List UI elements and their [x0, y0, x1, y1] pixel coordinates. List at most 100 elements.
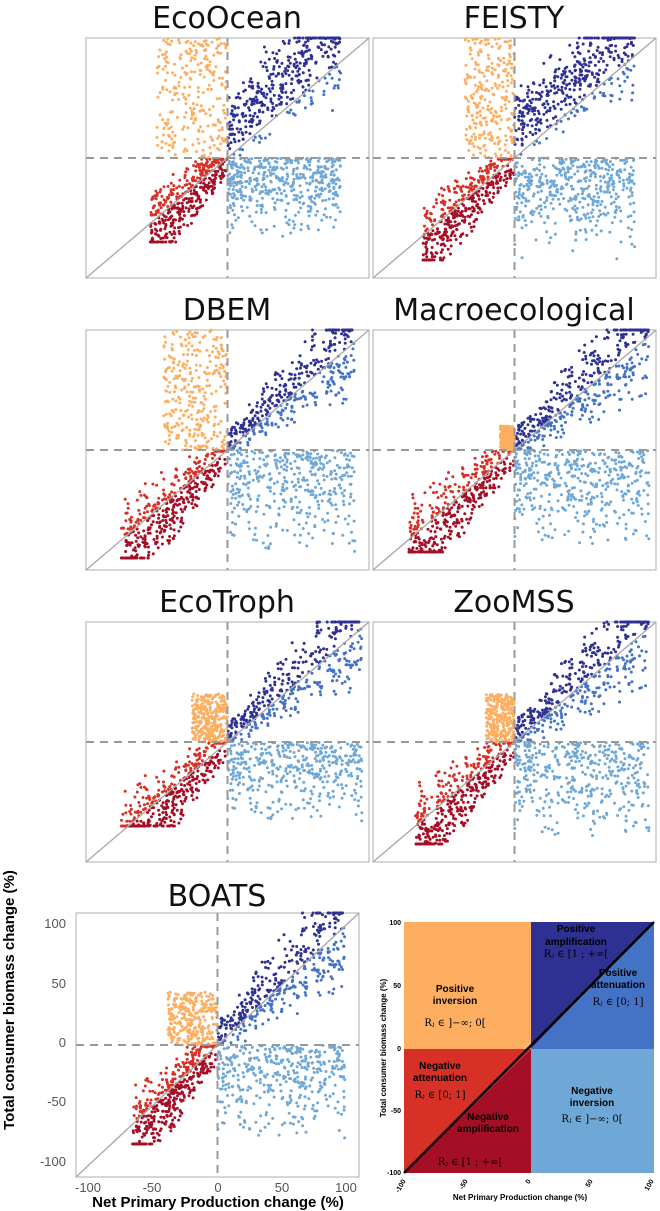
data-point [538, 163, 542, 166]
data-point [516, 174, 520, 178]
data-point [538, 185, 542, 189]
data-point [149, 231, 153, 235]
data-point [504, 149, 507, 152]
data-point [543, 201, 546, 205]
data-point [188, 330, 192, 334]
data-point [194, 160, 198, 164]
data-point [453, 211, 457, 215]
data-point [239, 127, 243, 131]
data-point [327, 36, 331, 40]
data-point [449, 220, 453, 224]
data-point [170, 408, 174, 412]
data-point [549, 201, 553, 205]
data-point [504, 95, 508, 99]
data-point [155, 540, 159, 544]
data-point [187, 336, 191, 340]
data-point [259, 409, 263, 413]
data-point [179, 76, 183, 79]
data-point [209, 87, 213, 91]
data-point [614, 192, 618, 196]
data-point [173, 62, 177, 66]
data-point [292, 420, 296, 424]
data-point [547, 241, 551, 245]
data-point [301, 453, 305, 457]
data-point [264, 185, 268, 189]
data-point [604, 162, 608, 165]
data-point [609, 99, 613, 103]
data-point [489, 111, 493, 115]
data-point [220, 343, 224, 347]
data-point [483, 116, 487, 120]
data-point [523, 169, 527, 173]
data-point [241, 503, 245, 506]
data-point [566, 166, 570, 169]
data-point [172, 537, 175, 541]
data-point [232, 184, 236, 188]
data-point [646, 481, 650, 485]
data-point [220, 346, 223, 350]
data-point [644, 471, 648, 475]
data-point [607, 168, 611, 172]
data-point [499, 118, 503, 122]
data-point [262, 177, 266, 181]
data-point [237, 120, 241, 124]
data-point [524, 135, 528, 139]
data-point [503, 143, 507, 147]
data-point [560, 85, 564, 89]
data-point [168, 193, 171, 197]
data-point [589, 211, 593, 215]
data-point [480, 123, 483, 127]
data-point [444, 230, 448, 234]
data-point [594, 187, 598, 191]
data-point [187, 415, 191, 419]
data-point [571, 206, 575, 210]
data-point [197, 376, 201, 380]
data-point [477, 197, 481, 201]
data-point [578, 479, 582, 483]
data-point [289, 97, 293, 101]
data-point [181, 186, 185, 189]
data-point [220, 136, 224, 140]
data-point [603, 180, 607, 184]
data-point [477, 85, 481, 89]
data-point [463, 498, 467, 502]
data-point [618, 180, 622, 184]
data-point [477, 189, 481, 193]
data-point [198, 200, 202, 204]
data-point [472, 145, 476, 148]
data-point [177, 229, 181, 233]
data-point [162, 198, 166, 202]
data-point [150, 198, 154, 201]
data-point [616, 195, 620, 199]
data-point [483, 98, 487, 102]
data-point [285, 468, 288, 472]
data-point [576, 158, 580, 162]
data-point [248, 438, 252, 441]
data-point [211, 483, 215, 487]
data-point [478, 207, 482, 211]
data-point [333, 218, 337, 222]
data-point [274, 74, 278, 78]
data-point [583, 59, 587, 63]
data-point [233, 163, 237, 167]
data-point [196, 95, 200, 99]
data-point [284, 383, 288, 387]
data-point [478, 120, 482, 124]
data-point [491, 66, 495, 70]
data-point [460, 189, 464, 193]
data-point [522, 184, 526, 188]
data-point [208, 60, 212, 64]
data-point [171, 144, 175, 148]
data-point [304, 366, 308, 370]
data-point [177, 97, 181, 101]
data-point [321, 199, 325, 203]
data-point [259, 211, 263, 214]
data-point [457, 222, 461, 226]
data-point [175, 330, 179, 333]
data-point [128, 543, 132, 547]
data-point [246, 169, 250, 173]
data-point [182, 362, 185, 366]
data-point [299, 206, 303, 210]
data-point [284, 90, 288, 94]
data-point [195, 418, 199, 422]
